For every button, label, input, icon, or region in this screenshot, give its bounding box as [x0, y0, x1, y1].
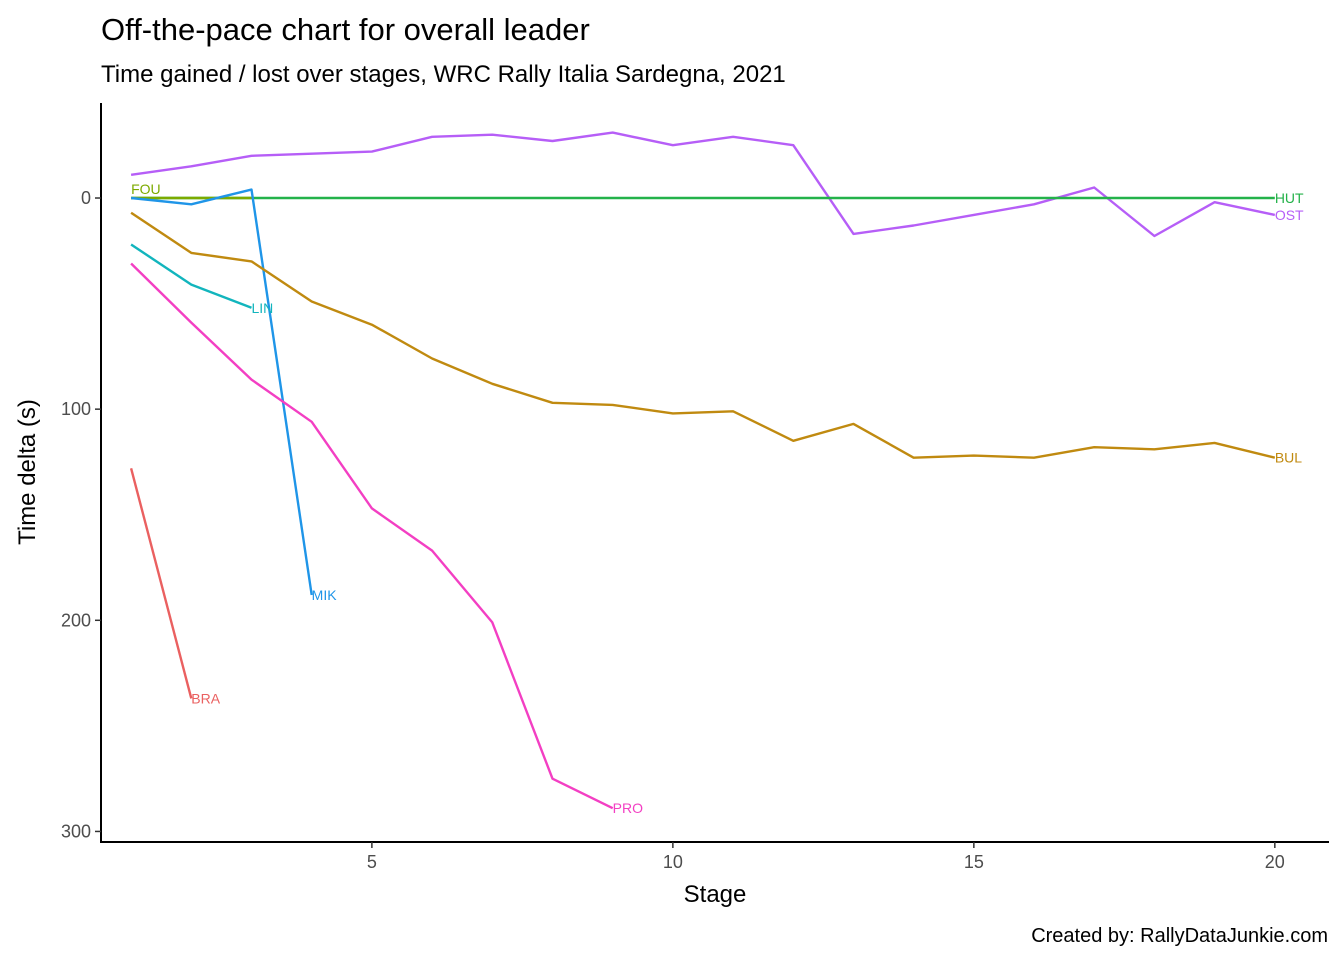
- series-label-bul: BUL: [1275, 450, 1302, 466]
- series-label-hut: HUT: [1275, 190, 1304, 206]
- y-tick-label: 100: [61, 399, 91, 419]
- x-tick-label: 10: [663, 852, 683, 872]
- chart-caption: Created by: RallyDataJunkie.com: [1031, 925, 1328, 947]
- x-axis-title: Stage: [684, 881, 747, 908]
- x-axis-ticks: 5 10 15 20: [367, 842, 1285, 872]
- y-tick-label: 200: [61, 610, 91, 630]
- series-line-ost: [130, 131, 1276, 238]
- series-label-pro: PRO: [613, 800, 643, 816]
- series-label-ost: OST: [1275, 207, 1304, 223]
- series-line-lin: [130, 243, 252, 309]
- series-line-pro: [130, 262, 614, 810]
- x-tick-label: 20: [1265, 852, 1285, 872]
- y-axis-ticks: 0 100 200 300: [61, 188, 101, 841]
- plot-lines: [129, 131, 1276, 810]
- y-axis-title: Time delta (s): [14, 399, 41, 545]
- chart-subtitle: Time gained / lost over stages, WRC Rall…: [101, 61, 786, 88]
- series-label-lin: LIN: [251, 300, 273, 316]
- y-tick-label: 300: [61, 821, 91, 841]
- y-tick-label: 0: [81, 188, 91, 208]
- series-label-mik: MIK: [312, 587, 338, 603]
- series-line-bul: [130, 211, 1276, 459]
- series-line-mik: [130, 188, 313, 596]
- series-label-bra: BRA: [191, 690, 220, 706]
- chart-title: Off-the-pace chart for overall leader: [101, 12, 590, 47]
- x-tick-label: 15: [964, 852, 984, 872]
- series-line-bra: [129, 467, 193, 699]
- series-label-fou: FOU: [131, 181, 161, 197]
- x-tick-label: 5: [367, 852, 377, 872]
